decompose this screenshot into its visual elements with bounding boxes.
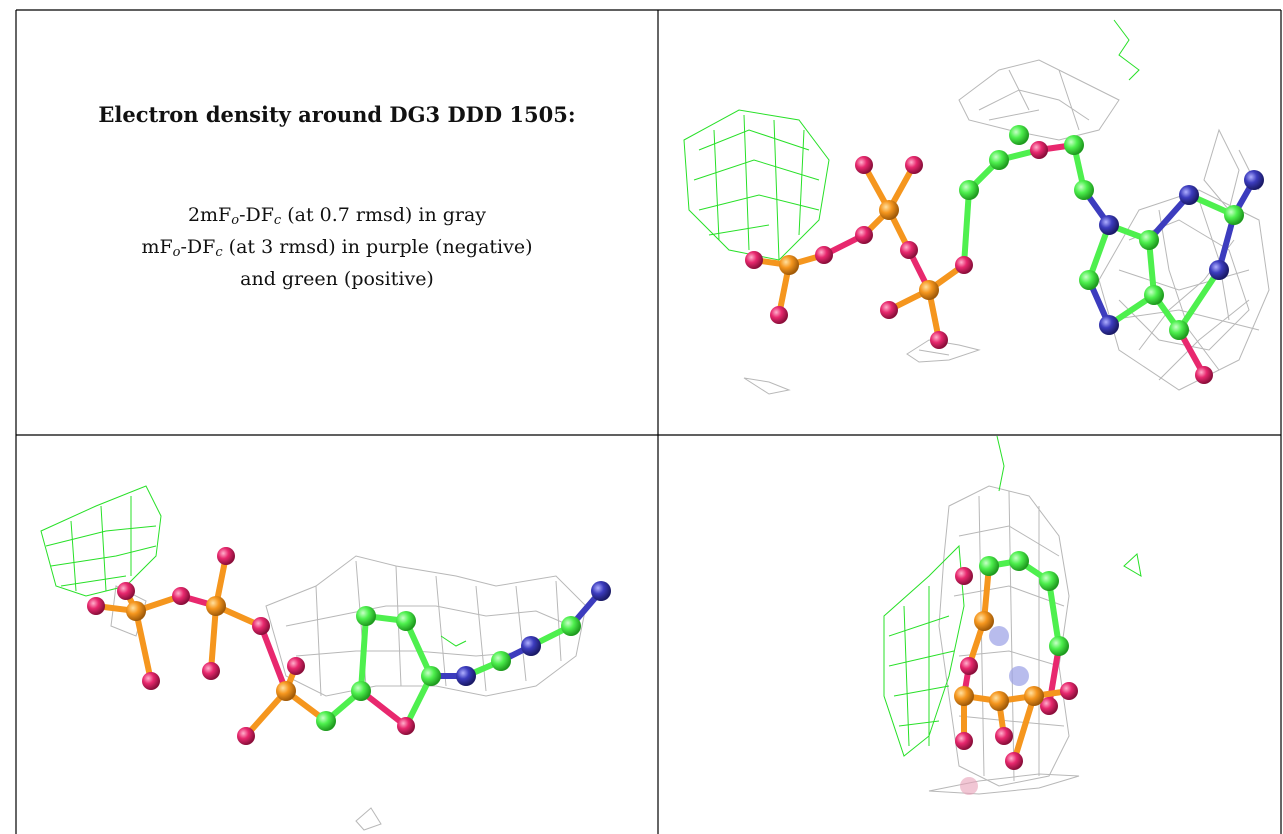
density-positive-mesh — [683, 19, 1140, 261]
view-top-right — [659, 10, 1281, 434]
caption-cell: Electron density around DG3 DDD 1505: 2m… — [16, 10, 658, 434]
density-2fofc-mesh — [743, 59, 1270, 395]
view-bottom-left — [16, 436, 658, 834]
molecule-atoms — [745, 125, 1264, 384]
molecule-view-2 — [40, 485, 611, 831]
legend-line-positive: and green (positive) — [240, 268, 434, 290]
legend-line-fofc: mFo-DFc (at 3 rmsd) in purple (negative) — [141, 236, 533, 260]
caption-legend: 2mFo-DFc (at 0.7 rmsd) in gray mFo-DFc (… — [16, 202, 658, 293]
caption-title: Electron density around DG3 DDD 1505: — [98, 102, 576, 127]
view-bottom-right — [659, 436, 1281, 834]
legend-line-2fofc: 2mFo-DFc (at 0.7 rmsd) in gray — [187, 204, 487, 228]
density-2fofc-mesh — [928, 485, 1080, 795]
molecule-atoms — [87, 547, 611, 745]
molecule-atoms — [954, 551, 1078, 795]
molecule-view-3 — [883, 436, 1142, 795]
molecule-view-1 — [683, 19, 1270, 395]
density-positive-mesh — [40, 485, 467, 647]
density-positive-mesh — [883, 436, 1142, 757]
